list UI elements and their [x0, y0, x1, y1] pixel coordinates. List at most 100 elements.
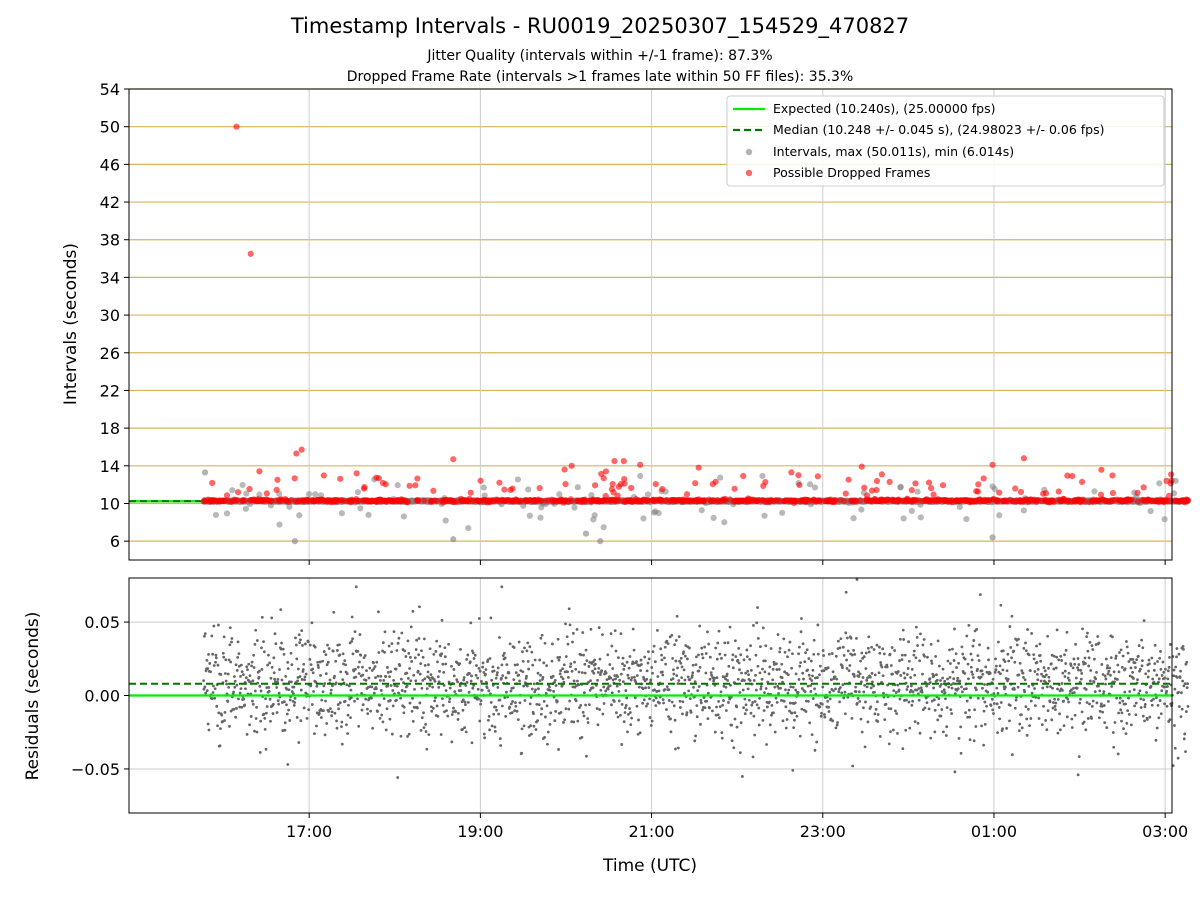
- residual-point: [539, 712, 543, 716]
- residual-point: [642, 698, 646, 702]
- residual-point: [546, 730, 550, 734]
- residual-point: [598, 708, 601, 711]
- top-y-axis-label: Intervals (seconds): [61, 243, 81, 405]
- dropped-frame-outlier: [1163, 477, 1170, 484]
- residual-point: [537, 703, 541, 707]
- residual-point: [391, 689, 395, 692]
- residual-point: [514, 701, 517, 705]
- residual-point: [419, 728, 423, 732]
- residual-point: [791, 652, 794, 656]
- dropped-frame-point: [614, 492, 621, 499]
- residual-point: [773, 685, 777, 689]
- residual-point: [466, 700, 470, 704]
- residual-point: [255, 705, 258, 709]
- residual-point: [318, 660, 322, 664]
- residual-point: [238, 705, 242, 709]
- residual-point: [804, 699, 808, 703]
- residual-point: [264, 697, 267, 701]
- residual-point: [739, 721, 743, 725]
- dropped-frame-point: [241, 497, 249, 504]
- residual-point: [473, 653, 477, 657]
- residual-point: [623, 711, 627, 714]
- residual-point: [839, 637, 843, 641]
- residual-point: [629, 723, 633, 727]
- residual-point: [427, 663, 430, 667]
- residual-point: [866, 646, 870, 650]
- residual-point: [447, 642, 450, 646]
- residual-point: [704, 652, 708, 655]
- residual-point: [556, 637, 560, 641]
- residual-point: [671, 677, 675, 681]
- residual-point: [844, 590, 848, 594]
- interval-point: [537, 514, 544, 521]
- residual-point: [530, 687, 534, 691]
- residual-point: [523, 699, 527, 702]
- residual-point: [808, 721, 812, 725]
- interval-point: [243, 490, 250, 497]
- residual-point: [608, 663, 612, 666]
- dropped-frame-point: [816, 497, 824, 504]
- residual-point: [724, 709, 728, 712]
- residual-point: [394, 667, 398, 671]
- dropped-frame-point: [404, 498, 412, 505]
- residual-point: [440, 618, 444, 622]
- residual-point: [572, 679, 576, 683]
- residual-point: [458, 662, 462, 665]
- residual-point: [315, 684, 319, 688]
- residual-point: [751, 701, 755, 704]
- residual-point: [697, 669, 701, 673]
- residual-point: [557, 748, 560, 751]
- residual-point: [822, 669, 826, 672]
- residual-point: [623, 664, 626, 668]
- interval-point: [908, 507, 915, 515]
- residual-point: [566, 670, 569, 674]
- residual-point: [417, 637, 421, 640]
- residual-point: [680, 676, 684, 679]
- residual-point: [633, 696, 637, 700]
- residual-point: [376, 674, 380, 678]
- residual-point: [429, 678, 432, 682]
- residual-point: [874, 707, 878, 711]
- residual-point: [248, 674, 252, 678]
- residual-point: [830, 652, 834, 655]
- dropped-frame-point: [683, 491, 691, 498]
- residual-point: [272, 656, 276, 660]
- residual-point: [503, 656, 507, 660]
- residual-point: [676, 682, 680, 685]
- residual-point: [756, 664, 760, 668]
- residual-point: [276, 699, 280, 703]
- residual-point: [800, 617, 803, 620]
- residual-point: [799, 661, 803, 664]
- residual-point: [267, 686, 271, 689]
- residual-point: [338, 653, 342, 657]
- dropped-frame-point: [234, 489, 242, 496]
- dropped-frame-point: [477, 477, 484, 484]
- residual-point: [356, 665, 360, 669]
- residual-point: [761, 667, 764, 671]
- residual-point: [316, 663, 320, 667]
- residual-point: [659, 647, 663, 651]
- residual-point: [866, 676, 869, 680]
- residual-point: [476, 687, 480, 691]
- residual-point: [452, 706, 455, 710]
- dropped-frame-point: [692, 480, 699, 487]
- residual-point: [604, 689, 608, 693]
- residual-point: [650, 666, 654, 669]
- residual-point: [468, 672, 471, 675]
- dropped-frame-point: [406, 482, 413, 489]
- residual-point: [785, 718, 789, 721]
- residual-point: [292, 704, 296, 707]
- residual-point: [301, 643, 304, 647]
- residual-point: [501, 654, 505, 657]
- residual-point: [855, 636, 858, 640]
- residual-point: [651, 650, 655, 654]
- residual-point: [844, 631, 848, 635]
- residual-point: [450, 713, 454, 716]
- interval-point: [806, 481, 814, 488]
- residual-point: [584, 648, 588, 652]
- residual-point: [706, 717, 710, 721]
- residual-point: [538, 658, 542, 662]
- residual-point: [639, 669, 643, 672]
- residual-point: [688, 646, 691, 650]
- residual-point: [609, 632, 613, 636]
